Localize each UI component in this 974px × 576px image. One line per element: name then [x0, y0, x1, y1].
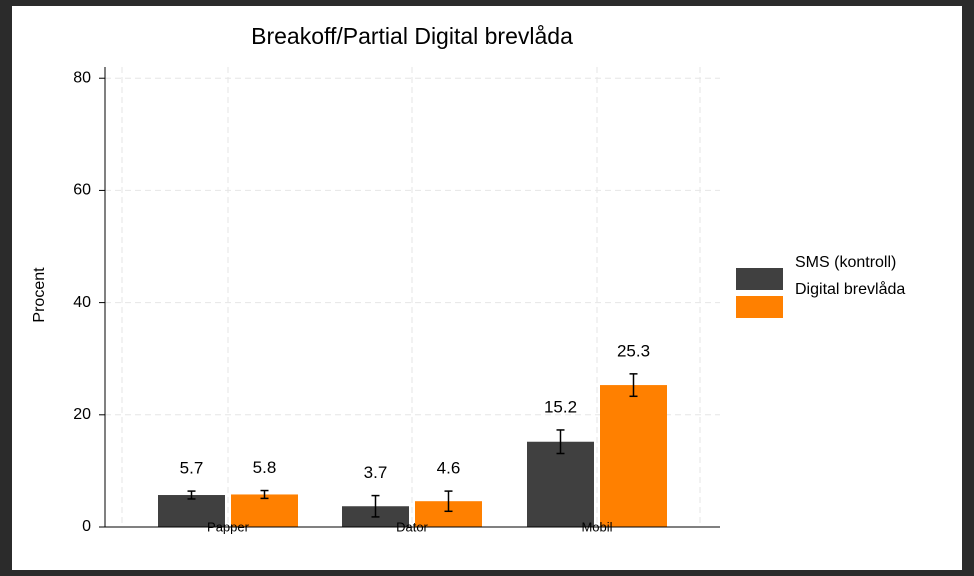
data-label: 5.8	[253, 458, 277, 477]
data-label: 4.6	[437, 459, 461, 478]
bar	[158, 495, 225, 527]
legend-label: Digital brevlåda	[795, 280, 905, 298]
y-tick-label: 20	[73, 406, 91, 423]
y-axis-label: Procent	[31, 267, 48, 323]
x-tick-label: Dator	[396, 519, 428, 534]
data-label: 25.3	[617, 341, 650, 360]
data-label: 15.2	[544, 397, 577, 416]
y-tick-label: 80	[73, 69, 91, 86]
y-tick-label: 0	[82, 518, 91, 535]
legend-swatch	[736, 296, 783, 318]
bar	[600, 385, 667, 527]
background	[12, 6, 962, 570]
data-label: 5.7	[180, 459, 204, 478]
data-label: 3.7	[364, 463, 388, 482]
chart-title: Breakoff/Partial Digital brevlåda	[251, 23, 573, 49]
y-tick-label: 60	[73, 182, 91, 199]
legend-label: SMS (kontroll)	[795, 254, 896, 271]
x-tick-label: Papper	[207, 519, 250, 534]
bar	[231, 494, 298, 527]
y-tick-label: 40	[73, 294, 91, 311]
bar	[527, 441, 594, 527]
x-tick-label: Mobil	[581, 519, 612, 534]
legend-swatch	[736, 268, 783, 290]
